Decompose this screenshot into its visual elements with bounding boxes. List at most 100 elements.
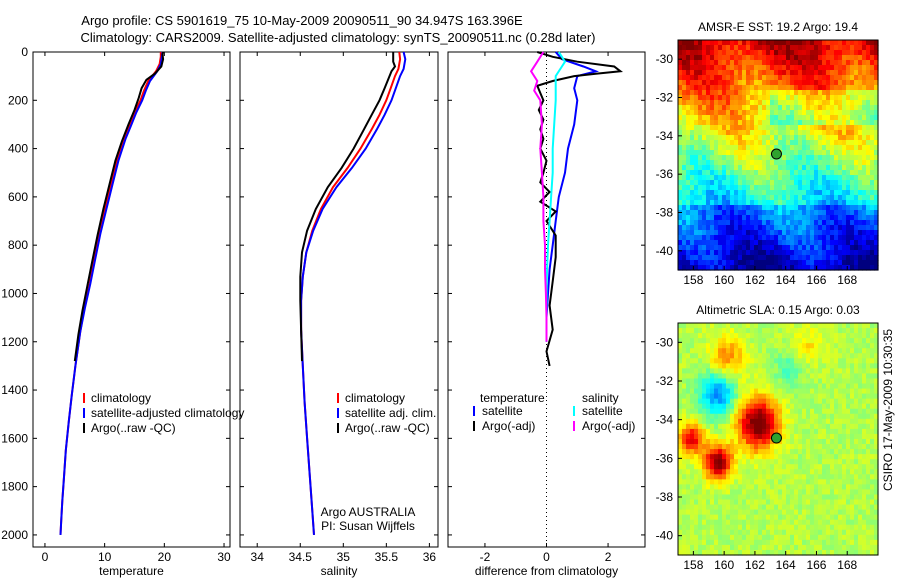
heatmap-cell xyxy=(826,185,831,191)
heatmap-cell xyxy=(754,353,759,359)
heatmap-cell xyxy=(722,484,727,491)
heatmap-cell xyxy=(850,323,855,329)
heatmap-cell xyxy=(702,45,707,51)
heatmap-cell xyxy=(862,499,867,506)
heatmap-cell xyxy=(862,95,867,101)
heatmap-cell xyxy=(834,200,839,206)
heatmap-cell xyxy=(682,75,687,81)
heatmap-cell xyxy=(750,413,755,420)
heatmap-cell xyxy=(682,408,687,415)
heatmap-cell xyxy=(846,190,851,196)
heatmap-cell xyxy=(794,509,799,516)
heatmap-cell xyxy=(774,343,779,349)
heatmap-cell xyxy=(846,95,851,101)
heatmap-cell xyxy=(818,65,823,71)
heatmap-cell xyxy=(770,398,775,405)
heatmap-cell xyxy=(826,55,831,61)
heatmap-cell xyxy=(866,358,871,364)
x-tick-label: 36 xyxy=(423,550,437,564)
heatmap-cell xyxy=(798,529,803,536)
heatmap-cell xyxy=(782,75,787,81)
heatmap-cell xyxy=(778,388,783,395)
heatmap-cell xyxy=(702,160,707,166)
heatmap-cell xyxy=(714,45,719,51)
heatmap-cell xyxy=(862,504,867,511)
heatmap-cell xyxy=(834,250,839,256)
heatmap-cell xyxy=(850,180,855,186)
heatmap-cell xyxy=(766,215,771,221)
heatmap-cell xyxy=(722,464,727,470)
heatmap-cell xyxy=(690,135,695,141)
heatmap-cell xyxy=(866,220,871,226)
heatmap-cell xyxy=(738,333,743,339)
heatmap-cell xyxy=(850,140,855,146)
heatmap-cell xyxy=(770,155,775,161)
heatmap-cell xyxy=(794,40,799,46)
heatmap-cell xyxy=(874,95,879,101)
heatmap-cell xyxy=(698,40,703,46)
heatmap-cell xyxy=(818,353,823,359)
heatmap-cell xyxy=(694,328,699,334)
heatmap-cell xyxy=(826,210,831,216)
heatmap-cell xyxy=(678,60,683,66)
heatmap-cell xyxy=(742,110,747,116)
heatmap-cell xyxy=(810,358,815,364)
heatmap-cell xyxy=(718,388,723,395)
heatmap-cell xyxy=(810,549,815,556)
heatmap-cell xyxy=(738,165,743,171)
heatmap-cell xyxy=(774,323,779,329)
heatmap-cell xyxy=(862,323,867,329)
heatmap-cell xyxy=(794,484,799,491)
heatmap-cell xyxy=(722,135,727,141)
heatmap-cell xyxy=(730,494,735,501)
heatmap-cell xyxy=(866,55,871,61)
legend-entry: satellite xyxy=(582,404,623,418)
heatmap-cell xyxy=(718,160,723,166)
heatmap-cell xyxy=(770,100,775,106)
heatmap-cell xyxy=(842,135,847,141)
heatmap-cell xyxy=(730,40,735,46)
heatmap-cell xyxy=(794,195,799,201)
heatmap-cell xyxy=(702,165,707,171)
heatmap-cell xyxy=(722,524,727,531)
heatmap-cell xyxy=(734,70,739,76)
heatmap-cell xyxy=(850,235,855,241)
heatmap-cell xyxy=(830,368,835,375)
heatmap-cell xyxy=(802,454,807,460)
heatmap-cell xyxy=(686,358,691,364)
heatmap-cell xyxy=(734,60,739,66)
heatmap-cell xyxy=(750,353,755,359)
heatmap-cell xyxy=(742,230,747,236)
heatmap-cell xyxy=(830,170,835,176)
heatmap-cell xyxy=(742,80,747,86)
heatmap-cell xyxy=(858,60,863,66)
heatmap-cell xyxy=(838,155,843,161)
heatmap-cell xyxy=(850,348,855,354)
heatmap-cell xyxy=(786,155,791,161)
heatmap-cell xyxy=(802,245,807,251)
heatmap-cell xyxy=(742,529,747,536)
x-tick-label: 166 xyxy=(806,558,826,572)
heatmap-cell xyxy=(746,383,751,390)
heatmap-cell xyxy=(842,260,847,266)
heatmap-cell xyxy=(678,125,683,131)
heatmap-cell xyxy=(722,439,727,445)
heatmap-cell xyxy=(686,529,691,536)
heatmap-cell xyxy=(834,150,839,156)
heatmap-cell xyxy=(758,50,763,56)
heatmap-cell xyxy=(806,50,811,56)
heatmap-cell xyxy=(710,479,715,485)
heatmap-cell xyxy=(862,388,867,395)
heatmap-cell xyxy=(742,428,747,435)
heatmap-cell xyxy=(682,220,687,226)
heatmap-cell xyxy=(730,484,735,491)
heatmap-cell xyxy=(706,130,711,136)
heatmap-cell xyxy=(862,534,867,541)
heatmap-cell xyxy=(750,130,755,136)
heatmap-cell xyxy=(730,338,735,344)
heatmap-cell xyxy=(826,464,831,470)
heatmap-cell xyxy=(754,524,759,531)
heatmap-cell xyxy=(850,439,855,445)
heatmap-cell xyxy=(758,539,763,546)
heatmap-cell xyxy=(850,125,855,131)
